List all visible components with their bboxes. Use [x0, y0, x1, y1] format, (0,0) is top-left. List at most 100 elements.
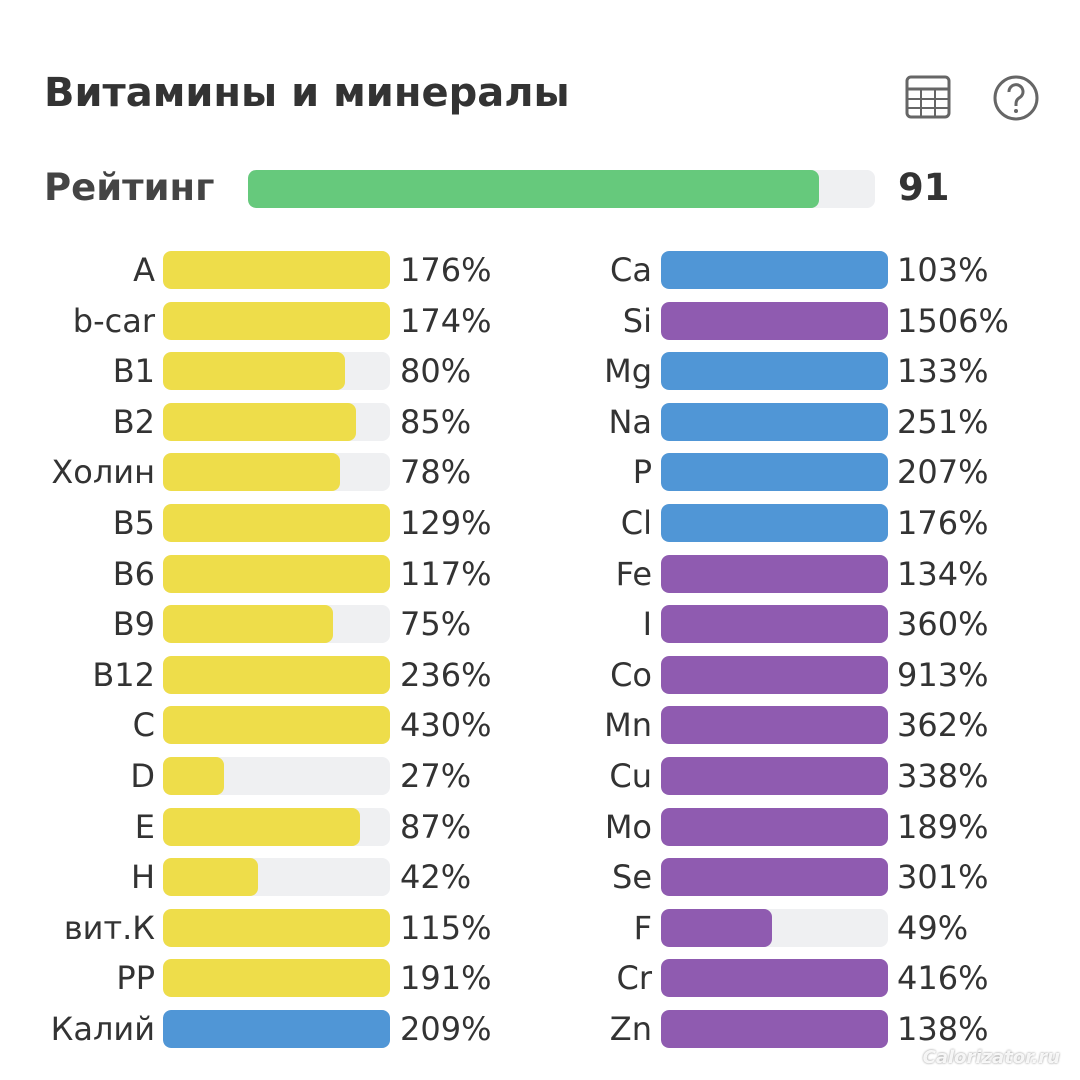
bar	[163, 402, 356, 441]
bar	[163, 959, 390, 998]
value-label: 360%	[897, 605, 989, 644]
row-label: Se	[612, 858, 652, 897]
bar	[661, 757, 888, 795]
row-label: PP	[116, 959, 155, 998]
bar	[661, 301, 888, 340]
value-label: 42%	[400, 858, 472, 897]
bar-track	[661, 554, 888, 593]
value-label: 87%	[400, 807, 472, 846]
row-label: Mn	[604, 706, 652, 745]
bar	[661, 807, 888, 846]
bar-track	[661, 352, 888, 391]
value-label: 913%	[897, 655, 989, 694]
value-label: 49%	[897, 908, 969, 947]
row-label: B6	[112, 554, 155, 593]
bar	[163, 655, 390, 694]
row-label: B12	[92, 655, 155, 694]
value-label: 1506%	[897, 301, 1009, 340]
row-label: B5	[112, 504, 155, 542]
value-label: 85%	[400, 402, 472, 441]
value-label: 27%	[400, 757, 472, 795]
help-icon[interactable]	[992, 74, 1040, 122]
bar-track	[661, 453, 888, 492]
bar	[163, 908, 390, 947]
row-label: Co	[610, 655, 652, 694]
bar	[163, 504, 390, 542]
value-label: 75%	[400, 605, 472, 644]
value-label: 115%	[400, 908, 492, 947]
row-label: D	[130, 757, 155, 795]
value-label: 338%	[897, 757, 989, 795]
bar	[661, 706, 888, 745]
bar	[661, 251, 888, 289]
value-label: 103%	[897, 251, 989, 289]
bar	[661, 402, 888, 441]
value-label: 207%	[897, 453, 989, 492]
bar	[163, 251, 390, 289]
value-label: 209%	[400, 1010, 492, 1048]
row-label: Mg	[604, 352, 652, 391]
bar	[163, 858, 259, 897]
bar-track	[163, 554, 390, 593]
row-label: Cu	[609, 757, 652, 795]
row-label: H	[130, 858, 155, 897]
row-label: Cr	[616, 959, 653, 998]
value-label: 176%	[400, 251, 492, 289]
row-label: C	[132, 706, 155, 745]
bar-track	[661, 757, 888, 795]
bar	[163, 352, 345, 391]
bar	[163, 301, 390, 340]
bar-track	[661, 807, 888, 846]
rating-bar	[248, 170, 819, 208]
bar-track	[163, 605, 390, 644]
value-label: 430%	[400, 706, 492, 745]
bar-track	[163, 757, 390, 795]
value-label: 176%	[897, 504, 989, 542]
bar-track	[163, 807, 390, 846]
bar-track	[163, 959, 390, 998]
bar	[163, 605, 334, 644]
bar	[661, 1010, 888, 1048]
row-label: P	[632, 453, 652, 492]
title: Витамины и минералы	[44, 70, 570, 116]
bar-track	[163, 858, 390, 897]
row-label: Ca	[610, 251, 652, 289]
bar	[163, 757, 225, 795]
bar-track	[661, 959, 888, 998]
value-label: 236%	[400, 655, 492, 694]
row-label: Mo	[604, 807, 652, 846]
row-label: Na	[608, 402, 652, 441]
row-label: B1	[112, 352, 155, 391]
bar	[661, 554, 888, 593]
value-label: 134%	[897, 554, 989, 593]
bar-track	[163, 402, 390, 441]
bar	[661, 504, 888, 542]
row-label: b-car	[72, 301, 155, 340]
value-label: 189%	[897, 807, 989, 846]
rating-value: 91	[898, 166, 950, 209]
table-icon[interactable]	[905, 75, 951, 119]
bar	[163, 807, 361, 846]
value-label: 138%	[897, 1010, 989, 1048]
value-label: 174%	[400, 301, 492, 340]
row-label: I	[642, 605, 652, 644]
bar	[661, 453, 888, 492]
bar-track	[163, 453, 390, 492]
rating-label: Рейтинг	[44, 166, 215, 209]
bar-track	[163, 251, 390, 289]
bar-track	[661, 1010, 888, 1048]
rating-track	[248, 170, 875, 208]
row-label: E	[134, 807, 155, 846]
value-label: 133%	[897, 352, 989, 391]
bar	[163, 1010, 390, 1048]
bar	[163, 453, 341, 492]
bar	[661, 352, 888, 391]
bar-track	[163, 301, 390, 340]
value-label: 416%	[897, 959, 989, 998]
row-label: Fe	[615, 554, 652, 593]
bar-track	[661, 908, 888, 947]
bar-track	[661, 251, 888, 289]
value-label: 362%	[897, 706, 989, 745]
value-label: 78%	[400, 453, 472, 492]
